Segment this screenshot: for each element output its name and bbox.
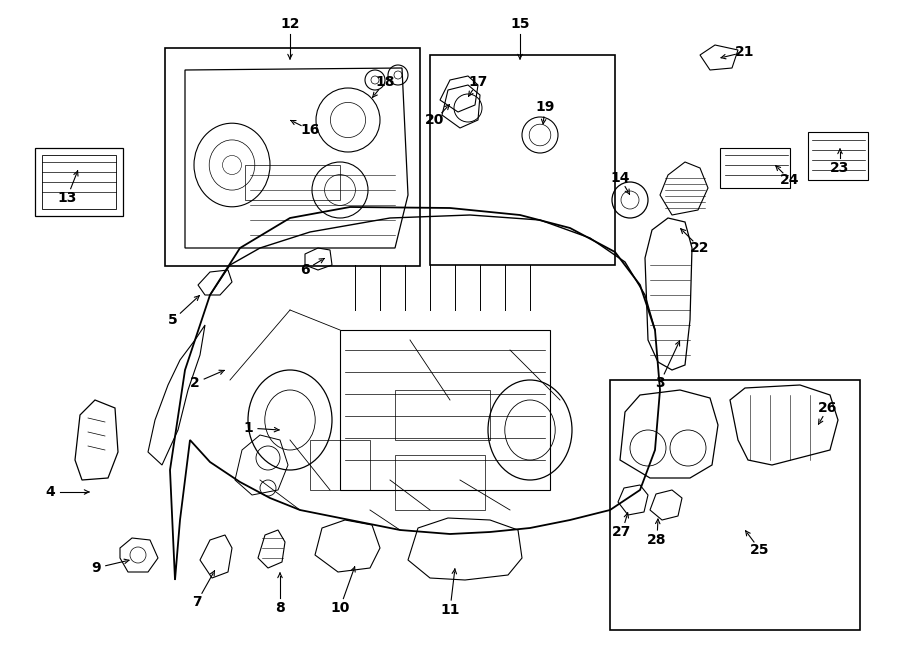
Text: 19: 19 <box>536 100 554 114</box>
Text: 2: 2 <box>190 376 200 390</box>
Bar <box>720 148 790 188</box>
Text: 6: 6 <box>301 263 310 277</box>
Text: 9: 9 <box>91 561 101 575</box>
Bar <box>340 330 550 490</box>
Text: 21: 21 <box>735 45 755 59</box>
Bar <box>808 132 868 180</box>
Bar <box>395 455 485 510</box>
Bar <box>610 380 860 630</box>
Text: 4: 4 <box>45 485 55 499</box>
Text: 15: 15 <box>510 17 530 31</box>
Text: 7: 7 <box>193 595 202 609</box>
Text: 22: 22 <box>690 241 710 255</box>
Bar <box>42 155 116 209</box>
Text: 26: 26 <box>818 401 838 415</box>
Text: 8: 8 <box>275 601 285 615</box>
Bar <box>245 165 340 200</box>
Text: 25: 25 <box>751 543 770 557</box>
Bar <box>165 48 420 266</box>
Text: 16: 16 <box>301 123 320 137</box>
Text: 11: 11 <box>440 603 460 617</box>
Bar <box>310 440 370 490</box>
Text: 5: 5 <box>168 313 178 327</box>
Text: 14: 14 <box>610 171 630 185</box>
Text: 24: 24 <box>780 173 800 187</box>
Text: 18: 18 <box>375 75 395 89</box>
Bar <box>395 390 490 440</box>
Bar <box>430 55 615 265</box>
Text: 10: 10 <box>330 601 350 615</box>
Text: 17: 17 <box>468 75 488 89</box>
Text: 12: 12 <box>280 17 300 31</box>
Bar <box>35 148 123 216</box>
Text: 23: 23 <box>831 161 850 175</box>
Text: 27: 27 <box>612 525 632 539</box>
Text: 3: 3 <box>655 376 665 390</box>
Text: 1: 1 <box>243 421 253 435</box>
Text: 13: 13 <box>58 191 76 205</box>
Text: 28: 28 <box>647 533 667 547</box>
Text: 20: 20 <box>426 113 445 127</box>
